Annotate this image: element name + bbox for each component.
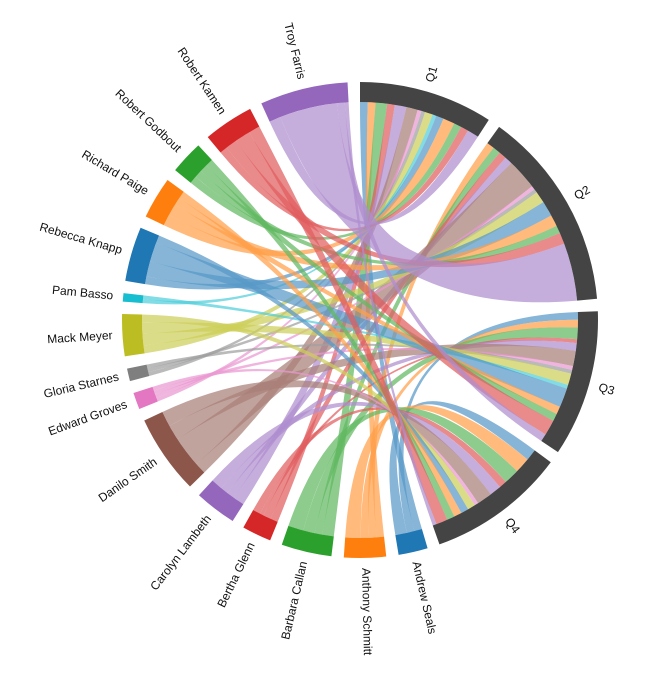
- ribbon-bertha-glenn-q1[interactable]: [270, 103, 395, 522]
- arc-gloria-starnes[interactable]: [127, 364, 150, 382]
- arc-pam-basso[interactable]: [122, 293, 144, 304]
- label-q2: Q2: [572, 182, 593, 202]
- group-arcs: [122, 82, 598, 558]
- label-troy-farris: Troy Farris: [281, 21, 308, 80]
- ribbon-robert-kamen-q4[interactable]: [249, 126, 448, 525]
- arc-q3[interactable]: [541, 311, 598, 453]
- label-q4: Q4: [502, 515, 523, 536]
- ribbon-troy-farris-q2[interactable]: [280, 103, 578, 303]
- label-danilo-smith: Danilo Smith: [96, 455, 160, 505]
- label-anthony-schmitt: Anthony Schmitt: [359, 568, 375, 656]
- label-q3: Q3: [597, 380, 617, 398]
- ribbon-anthony-schmitt-q4[interactable]: [345, 404, 528, 538]
- ribbon-bertha-glenn-q4[interactable]: [253, 407, 506, 514]
- label-robert-godbout: Robert Godbout: [112, 86, 184, 155]
- label-barbara-callan: Barbara Callan: [278, 560, 310, 641]
- arc-barbara-callan[interactable]: [281, 525, 334, 557]
- arc-troy-farris[interactable]: [261, 82, 349, 122]
- arc-q4[interactable]: [432, 450, 551, 545]
- arc-richard-paige[interactable]: [145, 180, 184, 226]
- label-mack-meyer: Mack Meyer: [47, 328, 113, 346]
- ribbon-robert-godbout-q1[interactable]: [190, 123, 462, 240]
- ribbon-richard-paige-q2[interactable]: [169, 204, 557, 271]
- ribbon-andrew-seals-q1[interactable]: [360, 102, 422, 532]
- arc-q1[interactable]: [360, 82, 489, 137]
- ribbon-carolyn-lambeth-q1[interactable]: [233, 104, 407, 505]
- arc-anthony-schmitt[interactable]: [343, 536, 387, 558]
- ribbon-andrew-seals-q4[interactable]: [389, 401, 535, 536]
- arc-bertha-glenn[interactable]: [243, 510, 278, 541]
- arc-carolyn-lambeth[interactable]: [198, 480, 244, 522]
- ribbon-rebecca-knapp-q2[interactable]: [146, 202, 552, 290]
- label-andrew-seals: Andrew Seals: [409, 560, 439, 635]
- arc-edward-groves[interactable]: [133, 386, 158, 410]
- ribbon-carolyn-lambeth-q2[interactable]: [227, 157, 512, 498]
- label-carolyn-lambeth: Carolyn Lambeth: [147, 512, 214, 593]
- label-richard-paige: Richard Paige: [79, 147, 151, 198]
- label-pam-basso: Pam Basso: [51, 283, 114, 303]
- arc-robert-kamen[interactable]: [207, 108, 260, 153]
- ribbons: [141, 102, 578, 538]
- arc-andrew-seals[interactable]: [395, 529, 428, 555]
- label-robert-kamen: Robert Kamen: [175, 45, 230, 117]
- ribbon-anthony-schmitt-q3[interactable]: [360, 319, 578, 538]
- arc-mack-meyer[interactable]: [122, 314, 145, 357]
- arc-danilo-smith[interactable]: [144, 412, 205, 487]
- ribbon-troy-farris-q1[interactable]: [269, 117, 478, 225]
- arc-rebecca-knapp[interactable]: [125, 227, 160, 285]
- ribbon-robert-kamen-q2[interactable]: [226, 140, 565, 268]
- arc-robert-godbout[interactable]: [175, 145, 212, 183]
- label-rebecca-knapp: Rebecca Knapp: [38, 220, 124, 257]
- arc-q2[interactable]: [487, 126, 598, 301]
- ribbon-mack-meyer-q4[interactable]: [141, 314, 475, 510]
- label-bertha-glenn: Bertha Glenn: [214, 540, 257, 610]
- label-edward-groves: Edward Groves: [46, 397, 129, 438]
- label-gloria-starnes: Gloria Starnes: [42, 370, 120, 401]
- ribbon-barbara-callan-q4[interactable]: [288, 407, 518, 531]
- ribbon-carolyn-lambeth-q4[interactable]: [212, 401, 501, 495]
- label-q1: Q1: [422, 64, 440, 84]
- ribbon-richard-paige-q3[interactable]: [174, 198, 560, 414]
